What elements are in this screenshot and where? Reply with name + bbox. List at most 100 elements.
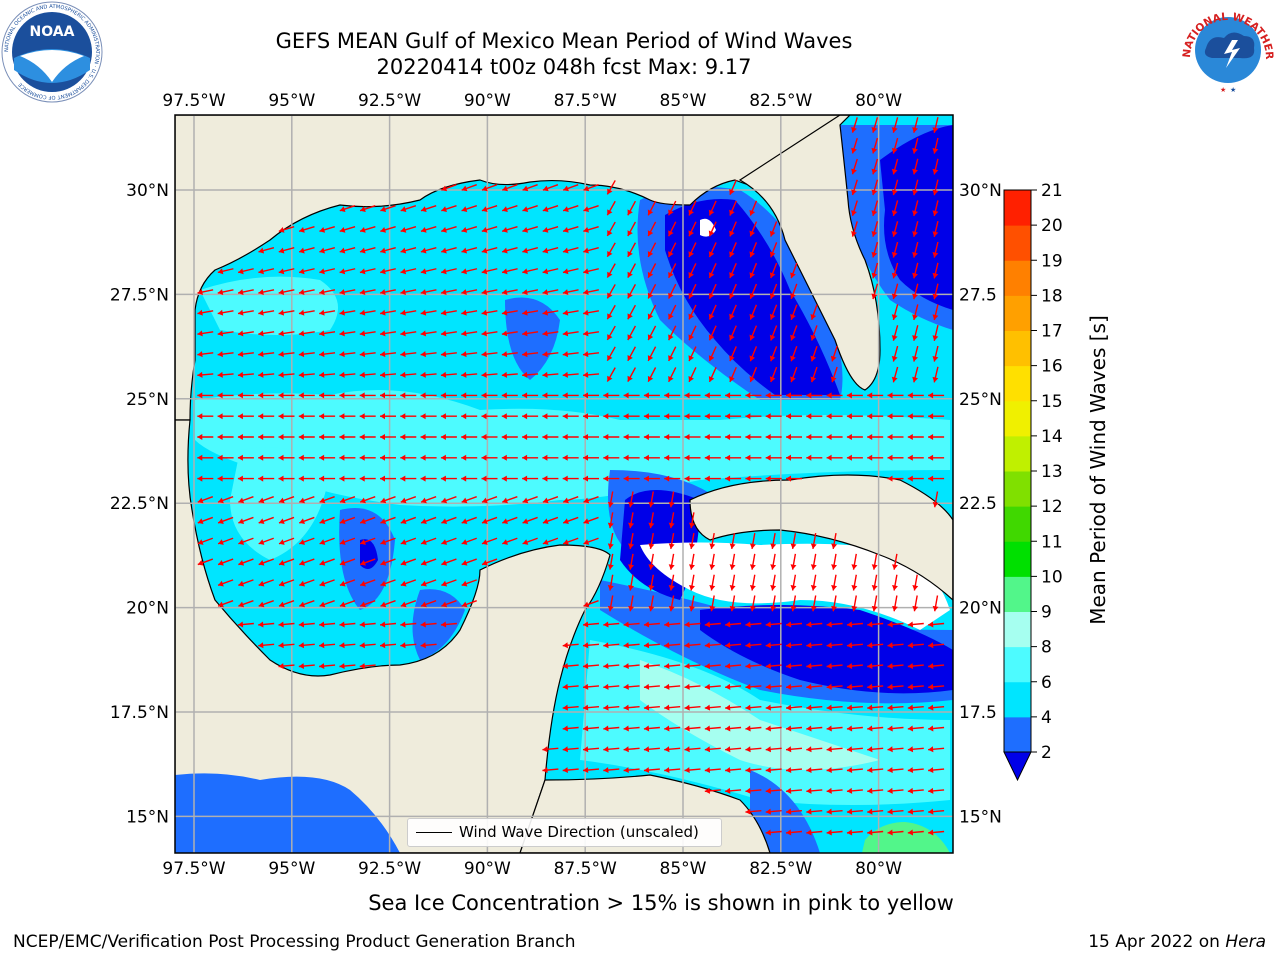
colorbar-tick-label: 19 bbox=[1041, 251, 1063, 271]
wind-wave-arrow bbox=[749, 242, 758, 258]
wind-wave-arrow bbox=[603, 704, 620, 711]
wind-wave-arrow bbox=[562, 663, 579, 670]
wind-wave-arrow bbox=[891, 137, 899, 154]
wind-wave-arrow bbox=[258, 537, 274, 545]
wind-wave-arrow bbox=[501, 351, 518, 358]
wind-wave-arrow bbox=[907, 392, 924, 399]
wind-wave-arrow bbox=[907, 454, 924, 461]
wind-wave-arrow bbox=[258, 289, 275, 295]
wind-wave-arrow bbox=[217, 496, 234, 504]
wind-wave-arrow bbox=[420, 289, 437, 295]
wind-wave-arrow bbox=[420, 205, 437, 212]
wind-wave-arrow bbox=[769, 304, 778, 320]
wind-wave-arrow bbox=[217, 392, 234, 399]
wind-wave-arrow bbox=[912, 241, 919, 258]
wind-wave-arrow bbox=[826, 413, 843, 420]
wind-wave-arrow bbox=[420, 600, 437, 608]
wind-wave-arrow bbox=[664, 413, 681, 420]
wind-wave-arrow bbox=[810, 366, 818, 383]
wind-wave-arrow bbox=[623, 746, 640, 753]
wind-wave-arrow bbox=[197, 516, 214, 525]
wind-wave-arrow bbox=[689, 574, 695, 591]
wind-wave-arrow bbox=[628, 595, 635, 612]
wind-wave-arrow bbox=[217, 454, 234, 461]
colorbar-tick-label: 17 bbox=[1041, 322, 1063, 342]
wind-wave-arrow bbox=[522, 496, 538, 504]
wind-wave-arrow bbox=[623, 642, 640, 649]
wind-wave-arrow bbox=[562, 371, 579, 378]
wind-wave-arrow bbox=[440, 475, 457, 482]
wind-wave-arrow bbox=[606, 263, 616, 278]
wind-wave-arrow bbox=[278, 475, 295, 482]
wind-wave-arrow bbox=[826, 829, 843, 836]
wind-wave-arrow bbox=[643, 746, 660, 753]
wind-wave-arrow bbox=[668, 283, 677, 299]
wind-wave-arrow bbox=[562, 184, 579, 192]
wind-wave-arrow bbox=[729, 179, 737, 196]
wind-wave-arrow bbox=[627, 242, 637, 258]
wind-wave-arrow bbox=[785, 642, 803, 649]
lon-label-top: 92.5°W bbox=[358, 91, 421, 111]
wind-wave-arrow bbox=[907, 767, 924, 774]
wind-wave-arrow bbox=[704, 787, 721, 794]
wind-wave-arrow bbox=[359, 600, 376, 608]
wind-wave-arrow bbox=[481, 309, 498, 316]
wind-wave-arrow bbox=[729, 221, 737, 237]
wind-wave-arrow bbox=[299, 600, 315, 608]
wind-wave-arrow bbox=[769, 262, 778, 279]
wind-wave-arrow bbox=[887, 434, 904, 440]
wind-wave-arrow bbox=[806, 829, 823, 836]
wind-wave-arrow bbox=[461, 330, 478, 337]
wind-wave-arrow bbox=[851, 553, 858, 570]
lat-label-right: 15°N bbox=[959, 807, 1002, 827]
wind-wave-arrow bbox=[709, 553, 716, 570]
wind-wave-arrow bbox=[623, 663, 640, 670]
wind-wave-arrow bbox=[648, 491, 655, 508]
wind-wave-arrow bbox=[932, 304, 939, 321]
wind-wave-arrow bbox=[217, 475, 234, 482]
wind-wave-arrow bbox=[745, 746, 762, 753]
wind-wave-arrow bbox=[749, 532, 756, 550]
wind-wave-arrow bbox=[887, 475, 904, 482]
wind-wave-arrow bbox=[461, 516, 477, 525]
wind-wave-arrow bbox=[830, 345, 838, 362]
wind-wave-arrow bbox=[765, 829, 782, 836]
wind-wave-arrow bbox=[891, 221, 899, 237]
wind-wave-arrow bbox=[582, 371, 600, 378]
wind-wave-arrow bbox=[907, 642, 924, 649]
lon-label-bottom: 97.5°W bbox=[162, 859, 225, 879]
wind-wave-arrow bbox=[339, 226, 356, 233]
wind-wave-arrow bbox=[606, 325, 616, 341]
wind-wave-arrow bbox=[786, 475, 802, 482]
wind-wave-arrow bbox=[725, 663, 742, 670]
colorbar-tick-label: 16 bbox=[1041, 357, 1063, 377]
wind-wave-arrow bbox=[197, 434, 214, 440]
wind-wave-arrow bbox=[887, 808, 904, 815]
wind-wave-arrow bbox=[729, 346, 737, 362]
wind-wave-arrow bbox=[765, 475, 782, 482]
wind-wave-arrow bbox=[461, 226, 478, 233]
wind-wave-arrow bbox=[481, 516, 498, 525]
wind-wave-arrow bbox=[628, 574, 635, 591]
wind-wave-arrow bbox=[810, 595, 817, 612]
wind-wave-arrow bbox=[749, 595, 756, 612]
wind-wave-arrow bbox=[928, 413, 945, 420]
wind-wave-arrow bbox=[461, 475, 478, 482]
wind-wave-arrow bbox=[522, 247, 539, 254]
wind-wave-arrow bbox=[501, 205, 518, 212]
legend-line bbox=[416, 832, 452, 833]
wind-wave-arrow bbox=[729, 325, 737, 341]
wind-wave-arrow bbox=[359, 330, 376, 337]
wind-wave-arrow bbox=[379, 371, 397, 378]
lon-label-bottom: 87.5°W bbox=[554, 859, 617, 879]
wind-wave-arrow bbox=[197, 496, 214, 504]
wind-wave-arrow bbox=[708, 325, 717, 341]
wind-wave-arrow bbox=[420, 268, 437, 275]
wind-wave-arrow bbox=[664, 621, 681, 628]
wind-wave-arrow bbox=[887, 413, 904, 420]
wind-wave-arrow bbox=[522, 268, 539, 275]
wind-wave-arrow bbox=[522, 475, 539, 482]
wind-wave-arrow bbox=[237, 330, 254, 337]
wind-wave-arrow bbox=[912, 200, 919, 217]
wind-wave-arrow bbox=[542, 767, 559, 774]
